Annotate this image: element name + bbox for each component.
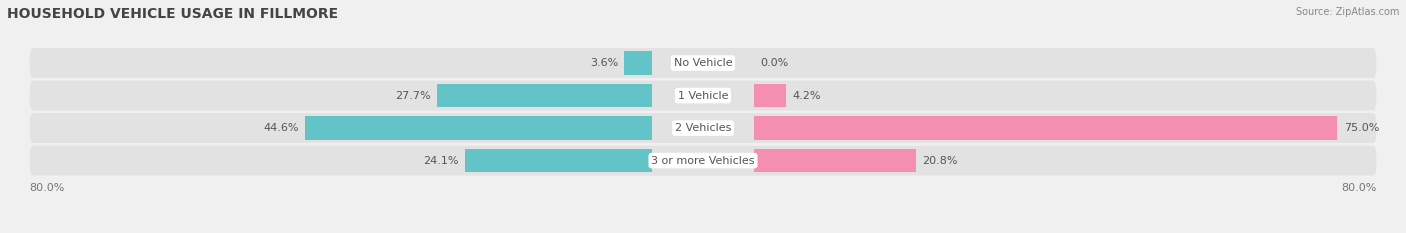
Bar [305, 116, 652, 140]
Text: 4.2%: 4.2% [793, 91, 821, 101]
Text: 2 Vehicles: 2 Vehicles [675, 123, 731, 133]
Text: 1 Vehicle: 1 Vehicle [678, 91, 728, 101]
Text: HOUSEHOLD VEHICLE USAGE IN FILLMORE: HOUSEHOLD VEHICLE USAGE IN FILLMORE [7, 7, 339, 21]
Bar [437, 84, 652, 107]
Text: 27.7%: 27.7% [395, 91, 430, 101]
Text: Source: ZipAtlas.com: Source: ZipAtlas.com [1295, 7, 1399, 17]
Text: 0.0%: 0.0% [759, 58, 789, 68]
Text: 80.0%: 80.0% [30, 183, 65, 193]
Text: 20.8%: 20.8% [922, 156, 957, 166]
Text: 3.6%: 3.6% [591, 58, 619, 68]
Text: 3 or more Vehicles: 3 or more Vehicles [651, 156, 755, 166]
Text: No Vehicle: No Vehicle [673, 58, 733, 68]
Bar [754, 149, 915, 172]
FancyBboxPatch shape [30, 113, 1376, 143]
Text: 75.0%: 75.0% [1344, 123, 1379, 133]
Text: 80.0%: 80.0% [1341, 183, 1376, 193]
FancyBboxPatch shape [30, 81, 1376, 110]
Text: 44.6%: 44.6% [263, 123, 299, 133]
Legend: Owner-occupied, Renter-occupied: Owner-occupied, Renter-occupied [586, 230, 820, 233]
FancyBboxPatch shape [30, 48, 1376, 78]
Bar [465, 149, 652, 172]
Text: 24.1%: 24.1% [423, 156, 458, 166]
Bar [754, 116, 1337, 140]
Bar [754, 84, 786, 107]
FancyBboxPatch shape [30, 146, 1376, 175]
Bar [624, 51, 652, 75]
